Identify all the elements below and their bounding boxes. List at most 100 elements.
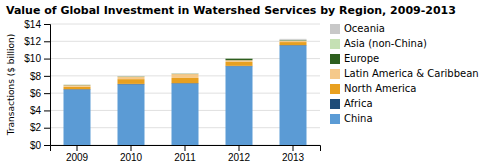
bar [280, 38, 307, 40]
legend-swatch [330, 69, 340, 79]
legend-item: Asia (non-China) [330, 38, 427, 49]
y-tick-mark [44, 59, 50, 60]
axis-line [44, 25, 51, 146]
legend-swatch [330, 54, 340, 64]
x-tick-mark [77, 145, 78, 151]
x-tick-mark [131, 145, 132, 151]
grid [50, 24, 320, 145]
legend-item: Europe [330, 53, 379, 64]
bar [64, 84, 91, 85]
legend-item: China [330, 113, 373, 124]
bar [172, 73, 199, 74]
bar [280, 39, 307, 41]
bar [172, 84, 199, 145]
legend-label: North America [344, 83, 416, 94]
bar [226, 58, 253, 59]
title: Value of Global Investment in Watershed … [6, 4, 456, 17]
legend-item: Oceania [330, 23, 385, 34]
x-tick-label: 2011 [174, 152, 196, 163]
y-tick-mark [44, 76, 50, 77]
y-tick: $6 [30, 88, 50, 99]
y-tick-label: $0 [30, 140, 42, 151]
legend-label: Europe [344, 53, 379, 64]
y-tick: $8 [30, 71, 50, 82]
y-tick-label: $8 [30, 71, 42, 82]
grid-line [50, 41, 320, 42]
y-tick: $10 [24, 53, 50, 64]
bar [64, 84, 91, 85]
bar [280, 46, 307, 145]
legend-label: Africa [344, 98, 373, 109]
y-tick-mark [44, 145, 50, 146]
y-tick: $2 [30, 122, 50, 133]
bar [118, 76, 145, 77]
bar [64, 87, 91, 89]
bar [226, 59, 253, 61]
x-tick: 2009 [66, 145, 89, 163]
y-tick-label: $4 [30, 105, 42, 116]
bar [118, 76, 145, 77]
bar [118, 77, 145, 79]
y-tick-label: $10 [24, 53, 41, 64]
bar [280, 41, 307, 42]
y-tick-label: $2 [30, 122, 42, 133]
legend-swatch [330, 39, 340, 49]
x-tick: 2010 [120, 145, 143, 163]
y-tick-label: $6 [30, 88, 42, 99]
y-tick-mark [44, 24, 50, 25]
legend-item: Africa [330, 98, 373, 109]
bar [226, 58, 253, 59]
grid-line [50, 24, 320, 25]
x-tick-label: 2009 [66, 152, 89, 163]
legend-label: Asia (non-China) [344, 38, 427, 49]
chart: Value of Global Investment in Watershed … [0, 0, 500, 165]
x-tick-mark [293, 145, 294, 151]
y-tick-mark [44, 128, 50, 129]
x-axis: 2009 2010 2011 2012 2013 [51, 145, 321, 163]
x-tick-label: 2013 [282, 152, 305, 163]
bar [118, 85, 145, 146]
x-tick-label: 2010 [120, 152, 143, 163]
x-tick-mark [239, 145, 240, 151]
axis-line [51, 146, 321, 152]
y-tick-mark [44, 110, 50, 111]
bars [64, 39, 307, 145]
x-tick: 2011 [174, 145, 196, 163]
bar [172, 74, 199, 78]
y-tick-mark [44, 41, 50, 42]
legend-swatch [330, 84, 340, 94]
bar [64, 85, 91, 87]
legend-swatch [330, 99, 340, 109]
legend-label: Latin America & Caribbean [344, 68, 479, 79]
legend-swatch [330, 114, 340, 124]
legend-item: Latin America & Caribbean [330, 68, 479, 79]
y-tick: $12 [24, 36, 50, 47]
bar [118, 79, 145, 84]
y-tick-label: $12 [24, 36, 41, 47]
y-tick-mark [44, 93, 50, 94]
bar [172, 78, 199, 83]
bar [118, 76, 145, 77]
y-tick-label: $14 [24, 19, 41, 30]
y-tick: $0 [30, 140, 50, 151]
plot: 2009 2010 2011 2012 2013 $0 $2 $4 $6 $8 $10 $12 $14 [24, 19, 320, 163]
bar [64, 84, 91, 85]
bar [226, 60, 253, 62]
bar [172, 73, 199, 74]
y-tick: $4 [30, 105, 50, 116]
y-tick: $14 [24, 19, 50, 30]
bar [172, 73, 199, 74]
bar [280, 42, 307, 45]
x-tick: 2013 [282, 145, 305, 163]
legend-swatch [330, 24, 340, 34]
bar [226, 66, 253, 145]
legend-label: Oceania [344, 23, 385, 34]
bar [226, 62, 253, 66]
x-tick-label: 2012 [228, 152, 251, 163]
x-tick: 2012 [228, 145, 251, 163]
y-axis: $0 $2 $4 $6 $8 $10 $12 $14 [24, 19, 50, 151]
legend-label: China [344, 113, 373, 124]
x-tick-mark [185, 145, 186, 151]
bar [280, 40, 307, 42]
y-axis-title: Transactions ($ billion) [6, 34, 16, 137]
